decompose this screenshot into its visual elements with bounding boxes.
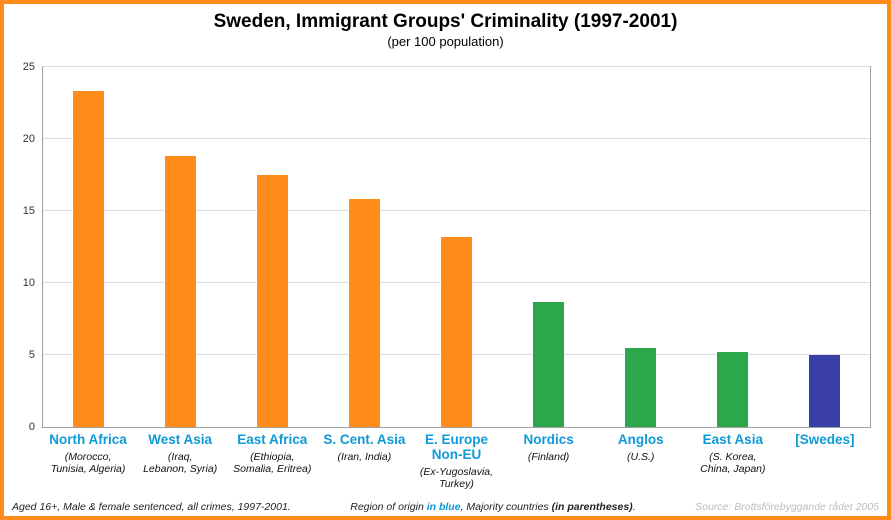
y-axis-tick-label: 5 (28, 349, 35, 361)
category-name: S. Cent. Asia (323, 432, 406, 447)
category-label-nordics: Nordics (Finland) (503, 432, 595, 491)
gridline (43, 210, 870, 211)
chart-header: Sweden, Immigrant Groups' Criminality (1… (4, 4, 887, 49)
category-name: [Swedes] (795, 432, 855, 447)
y-axis-tick-label: 15 (22, 205, 35, 217)
footer: Aged 16+, Male & female sentenced, all c… (12, 501, 879, 513)
category-label-e-europe-non-eu: E. Europe Non-EU (Ex-Yugoslavia, Turkey) (410, 432, 502, 491)
category-name: Anglos (617, 432, 664, 447)
category-label-east-africa: East Africa (Ethiopia, Somalia, Eritrea) (226, 432, 318, 491)
y-axis-tick-label: 20 (22, 133, 35, 145)
category-label-east-asia: East Asia (S. Korea, China, Japan) (687, 432, 779, 491)
bar-anglos (624, 347, 656, 427)
chart-subtitle: (per 100 population) (387, 33, 504, 49)
category-name: E. Europe Non-EU (424, 432, 488, 462)
bar-column-e-europe-non-eu (411, 67, 503, 427)
bar-nordics (532, 301, 564, 427)
bar-column-north-africa (43, 67, 135, 427)
bar-swedes (808, 355, 840, 427)
category-sublabel: (U.S.) (627, 450, 655, 463)
category-labels: North Africa (Morocco, Tunisia, Algeria) W… (42, 432, 871, 491)
footer-parentheses: (in parentheses) (551, 501, 633, 513)
category-name: East Africa (237, 432, 308, 447)
category-label-north-africa: North Africa (Morocco, Tunisia, Algeria) (42, 432, 134, 491)
bar-column-east-asia (686, 67, 778, 427)
category-label-swedes: [Swedes] (779, 432, 871, 491)
category-sublabel: (Iraq, Lebanon, Syria) (143, 450, 218, 476)
category-name: West Asia (148, 432, 213, 447)
category-name: North Africa (49, 432, 127, 447)
category-label-anglos: Anglos (U.S.) (595, 432, 687, 491)
category-label-s-cent-asia: S. Cent. Asia (Iran, India) (318, 432, 410, 491)
category-sublabel: (S. Korea, China, Japan) (700, 450, 766, 476)
bar-north-africa (73, 91, 105, 427)
category-sublabel: (Ex-Yugoslavia, Turkey) (419, 465, 494, 491)
plot-area: 0 5 10 15 20 25 (23, 61, 871, 433)
bar-e-europe-non-eu (441, 236, 472, 427)
bar-column-nordics (502, 67, 594, 427)
bar-column-west-asia (135, 67, 227, 427)
footer-legend-mid: , Majority countries (460, 501, 552, 513)
category-name: Nordics (523, 432, 574, 447)
bar-west-asia (165, 156, 197, 427)
bar-east-africa (257, 175, 289, 427)
chart: 0 5 10 15 20 25 North Africa (Morocco, Tunisia… (23, 61, 871, 490)
bar-column-anglos (594, 67, 686, 427)
category-label-west-asia: West Asia (Iraq, Lebanon, Syria) (134, 432, 226, 491)
footer-legend-pre: Region of origin (350, 501, 427, 513)
footer-legend-post: . (632, 501, 636, 513)
bar-column-swedes (778, 67, 870, 427)
y-axis-tick-label: 25 (22, 61, 35, 73)
gridline (43, 66, 870, 67)
footer-legend: Region of origin in blue, Majority count… (350, 501, 635, 513)
bars (43, 67, 870, 427)
footer-in-blue: in blue (426, 501, 461, 513)
footer-source: Source: Brottsförebyggande rådet 2005 (695, 501, 879, 513)
y-axis-tick-label: 0 (28, 421, 35, 433)
gridline (43, 138, 870, 139)
bar-s-cent-asia (349, 199, 381, 427)
y-axis-tick-label: 10 (22, 277, 35, 289)
footer-note: Aged 16+, Male & female sentenced, all c… (12, 501, 291, 513)
category-name: East Asia (702, 432, 763, 447)
bar-column-s-cent-asia (319, 67, 411, 427)
category-sublabel: (Iran, India) (337, 450, 392, 463)
category-sublabel: (Ethiopia, Somalia, Eritrea) (233, 450, 312, 476)
category-sublabel: (Morocco, Tunisia, Algeria) (50, 450, 126, 476)
category-sublabel: (Finland) (527, 450, 570, 463)
bar-east-asia (716, 352, 748, 427)
bar-column-east-africa (227, 67, 319, 427)
chart-title: Sweden, Immigrant Groups' Criminality (1… (213, 11, 678, 32)
